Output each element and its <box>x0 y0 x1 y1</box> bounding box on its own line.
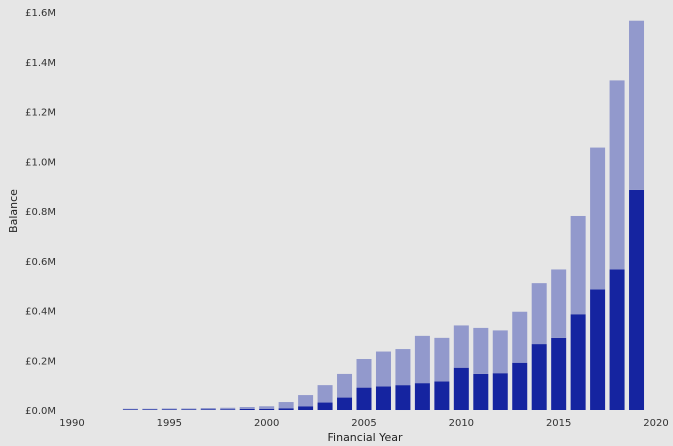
bar-2012-segment-2 <box>492 330 508 374</box>
bar-2002-segment-2 <box>298 395 314 407</box>
bar-2009-segment-1 <box>434 381 450 410</box>
bar-2000-segment-1 <box>259 408 275 410</box>
bar-2019-segment-1 <box>629 189 645 410</box>
y-tick-label: £1.2M <box>25 108 56 119</box>
bar-2007-segment-2 <box>395 349 411 386</box>
bar-2012-segment-1 <box>492 373 508 410</box>
y-axis-ticks: £0.0M £0.2M £0.4M £0.6M £0.8M £1.0M £1.2M £1.4M… <box>25 8 56 417</box>
bar-2019-segment-2 <box>629 20 645 190</box>
bar-2007-segment-1 <box>395 385 411 411</box>
bar-1995-segment-2 <box>161 408 177 410</box>
bar-2014-segment-1 <box>531 344 547 410</box>
bar-2013-segment-2 <box>512 311 528 363</box>
bar-1993-segment-2 <box>122 408 138 410</box>
bar-1999-segment-1 <box>239 409 255 410</box>
bar-2018-segment-2 <box>609 80 625 270</box>
y-tick-label: £0.0M <box>25 406 56 417</box>
bar-2013-segment-1 <box>512 362 528 410</box>
bar-1993-segment-1 <box>122 409 138 410</box>
y-tick-label: £1.0M <box>25 157 56 168</box>
y-axis-title: Balance <box>7 189 20 233</box>
bar-2016-segment-1 <box>570 314 586 410</box>
bar-2010-segment-2 <box>453 325 469 368</box>
bar-2008-segment-1 <box>414 383 430 410</box>
x-tick-label: 2015 <box>546 418 571 429</box>
bar-1996-segment-1 <box>181 409 197 410</box>
bar-1994-segment-2 <box>142 408 158 410</box>
bars-group <box>122 20 645 411</box>
bar-2014-segment-2 <box>531 283 547 345</box>
bar-1998-segment-2 <box>220 407 236 410</box>
x-tick-label: 2010 <box>449 418 474 429</box>
bar-2005-segment-2 <box>356 359 372 388</box>
y-tick-label: £0.4M <box>25 307 56 318</box>
y-tick-label: £1.4M <box>25 58 56 69</box>
bar-2017-segment-2 <box>590 147 606 290</box>
x-tick-label: 1995 <box>157 418 182 429</box>
bar-2004-segment-2 <box>337 373 353 398</box>
bar-2009-segment-2 <box>434 337 450 382</box>
bar-1998-segment-1 <box>220 409 236 410</box>
bar-1994-segment-1 <box>142 409 158 410</box>
bar-2011-segment-2 <box>473 327 489 374</box>
bar-2003-segment-1 <box>317 402 333 410</box>
bar-2010-segment-1 <box>453 367 469 410</box>
y-tick-label: £1.6M <box>25 8 56 19</box>
bar-2008-segment-2 <box>414 335 430 384</box>
bar-2015-segment-1 <box>551 337 567 410</box>
bar-2000-segment-2 <box>259 406 275 409</box>
x-tick-label: 2000 <box>254 418 279 429</box>
x-axis-title: Financial Year <box>328 431 403 444</box>
bar-2002-segment-1 <box>298 406 314 410</box>
bar-2016-segment-2 <box>570 215 586 315</box>
x-tick-label: 2005 <box>351 418 376 429</box>
y-tick-label: £0.6M <box>25 257 56 268</box>
bar-2005-segment-1 <box>356 387 372 410</box>
bar-2011-segment-1 <box>473 373 489 410</box>
bar-2003-segment-2 <box>317 385 333 403</box>
y-tick-label: £0.8M <box>25 207 56 218</box>
bar-2017-segment-1 <box>590 289 606 410</box>
bar-1997-segment-2 <box>200 408 216 410</box>
bar-1999-segment-2 <box>239 407 255 409</box>
bar-1996-segment-2 <box>181 408 197 410</box>
x-tick-label: 1990 <box>59 418 84 429</box>
bar-2001-segment-2 <box>278 402 294 409</box>
bar-1995-segment-1 <box>161 409 177 410</box>
bar-2018-segment-1 <box>609 269 625 410</box>
bar-2006-segment-1 <box>375 386 391 410</box>
bar-2004-segment-1 <box>337 397 353 410</box>
x-axis-ticks: 1990 1995 2000 2005 2010 2015 2020 <box>59 418 668 429</box>
bar-2006-segment-2 <box>375 351 391 387</box>
y-tick-label: £0.2M <box>25 356 56 367</box>
bar-2001-segment-1 <box>278 408 294 410</box>
bar-1997-segment-1 <box>200 409 216 410</box>
bar-2015-segment-2 <box>551 269 567 338</box>
x-tick-label: 2020 <box>643 418 668 429</box>
